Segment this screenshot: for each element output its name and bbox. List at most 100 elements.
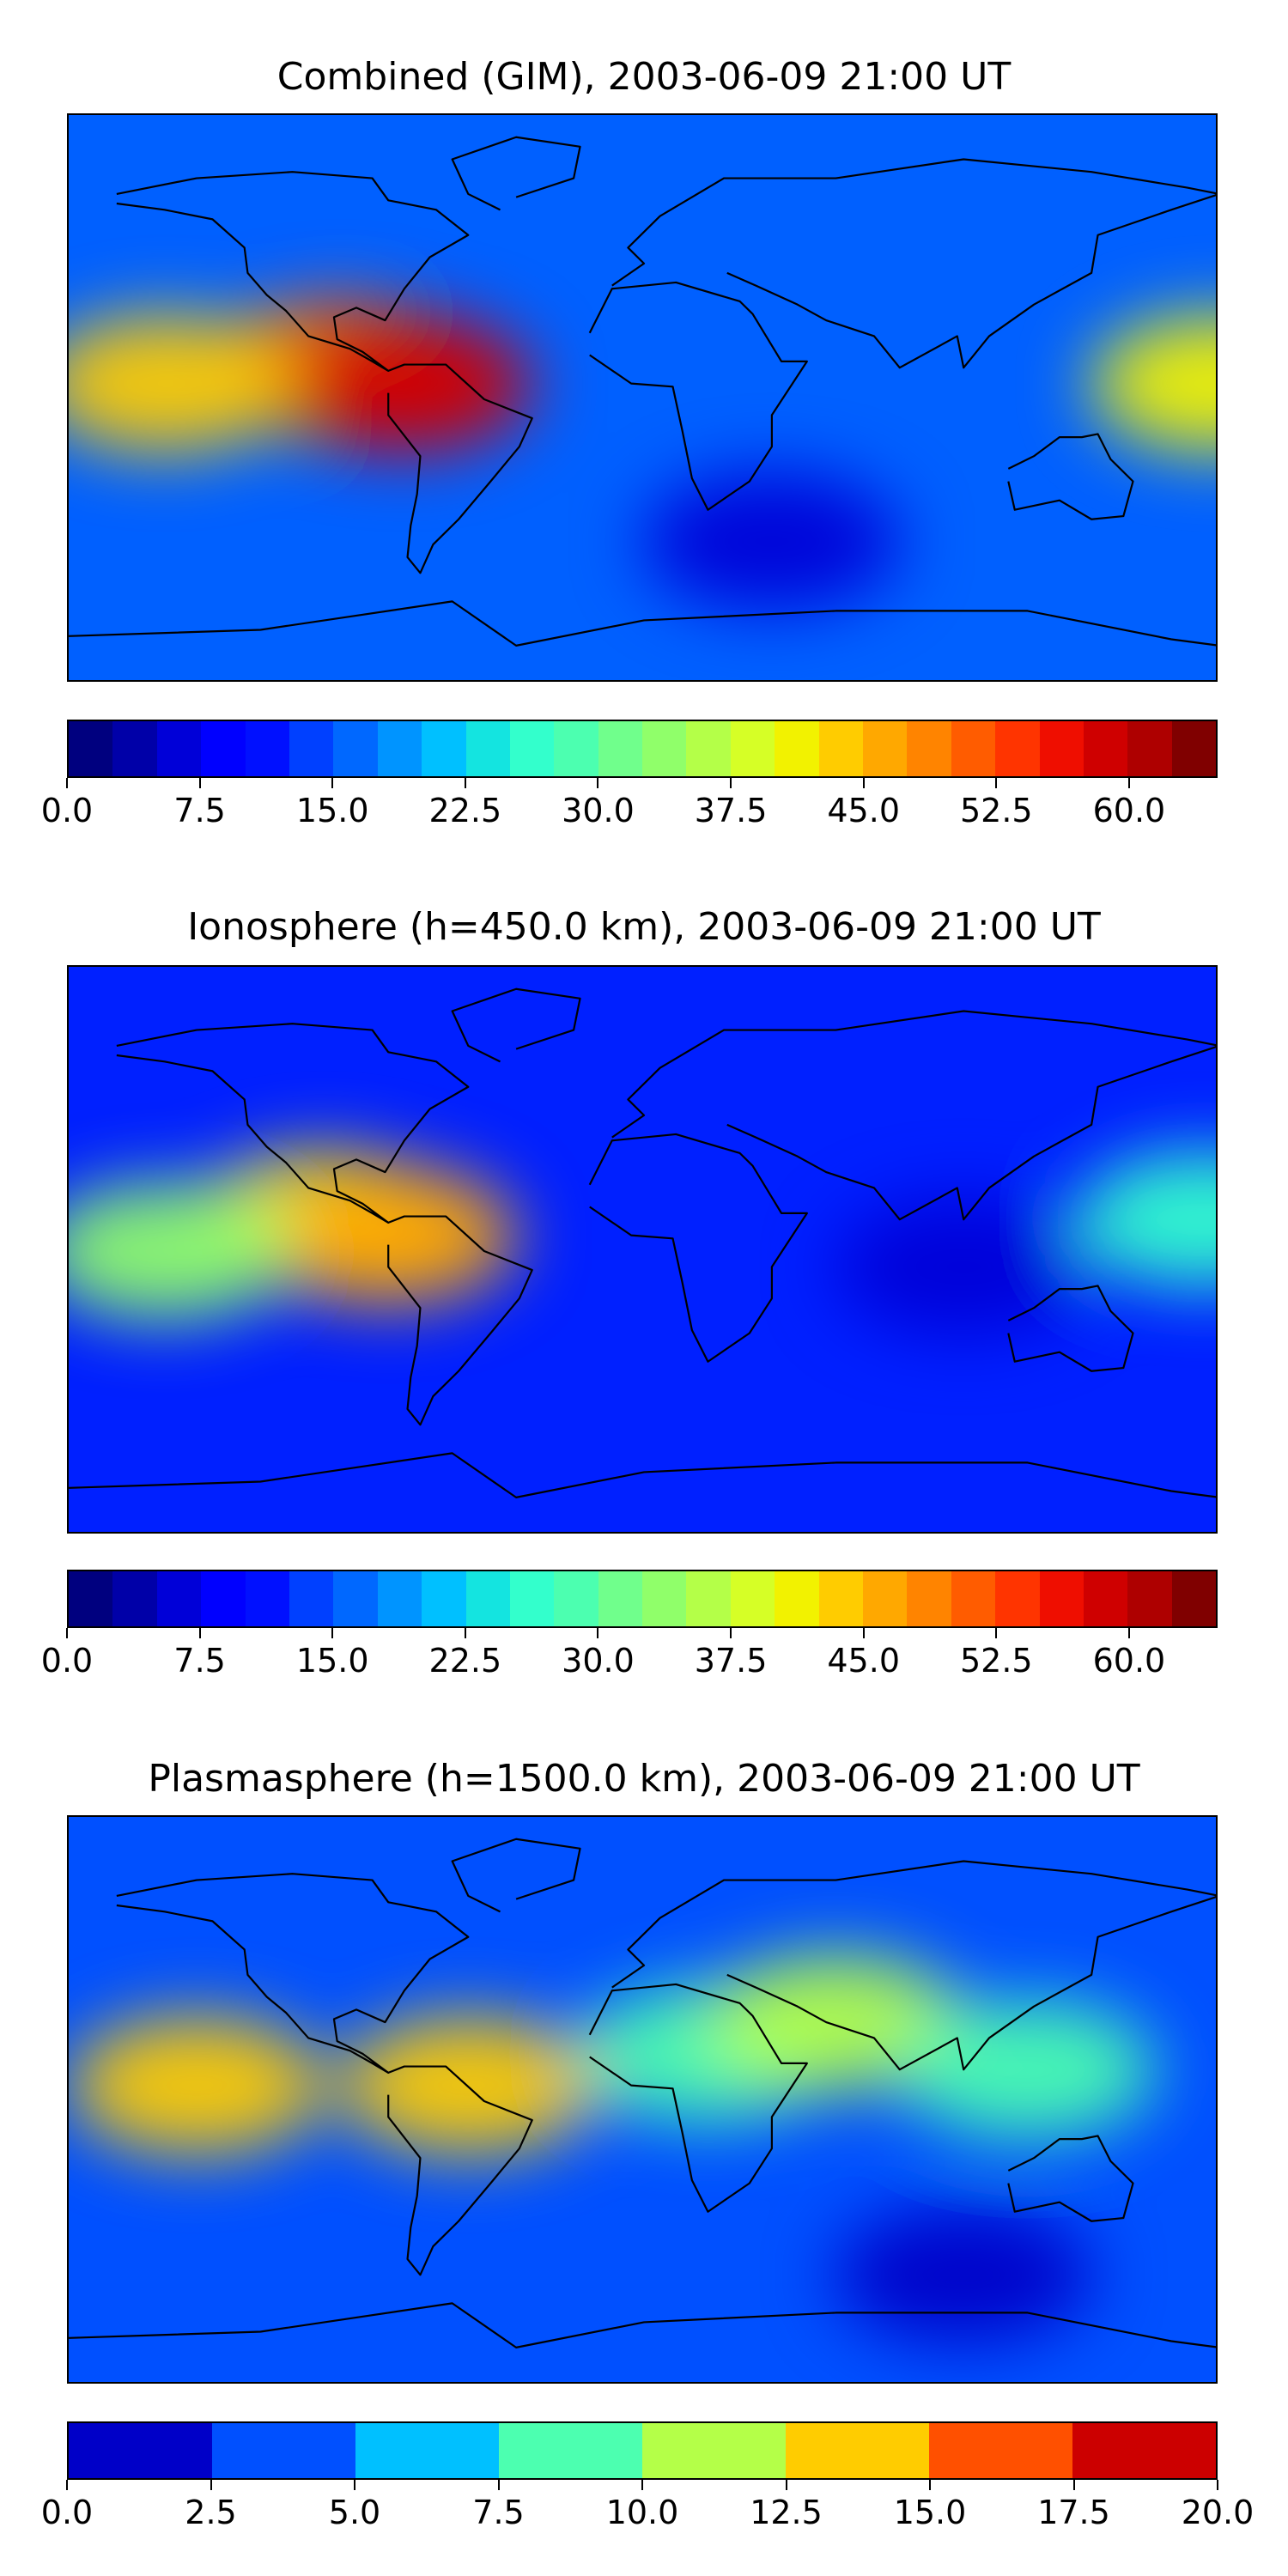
colorbar-tick bbox=[198, 778, 201, 788]
colorbar-tick bbox=[497, 2480, 500, 2490]
coastline-6 bbox=[451, 136, 581, 211]
heatmap-feature-6 bbox=[642, 472, 901, 611]
colorbar-tick bbox=[464, 1628, 466, 1638]
colorbar-cell bbox=[201, 1571, 246, 1626]
coastline-3 bbox=[588, 1983, 808, 2213]
colorbar-tick-label: 15.0 bbox=[295, 1642, 369, 1680]
panel-2-colorbar-ticks: 0.0 7.5 15.0 22.5 30.0 37.5 45.0 52.5 60.0 bbox=[41, 1628, 1218, 1680]
colorbar-cell bbox=[201, 721, 246, 776]
coastline-1 bbox=[116, 1873, 470, 2074]
coastline-2 bbox=[387, 2065, 533, 2276]
colorbar-tick bbox=[785, 2480, 787, 2490]
colorbar-tick bbox=[862, 1628, 865, 1638]
colorbar-tick-label: 17.5 bbox=[1037, 2494, 1110, 2531]
heatmap-feature-1 bbox=[69, 2016, 325, 2154]
panel-2-map bbox=[67, 965, 1218, 1534]
colorbar-cell bbox=[863, 1571, 908, 1626]
colorbar-cell bbox=[775, 721, 819, 776]
colorbar-tick-label: 12.5 bbox=[750, 2494, 823, 2531]
heatmap-feature-2 bbox=[259, 1166, 518, 1304]
colorbar-tick bbox=[198, 1628, 201, 1638]
heatmap-feature-6 bbox=[835, 2206, 1093, 2344]
colorbar-cell bbox=[642, 1571, 687, 1626]
colorbar-tick bbox=[597, 1628, 599, 1638]
colorbar-cell bbox=[686, 721, 731, 776]
colorbar-cell bbox=[598, 1571, 643, 1626]
coastline-5 bbox=[1007, 2135, 1134, 2222]
colorbar-cell bbox=[1039, 721, 1084, 776]
colorbar-cell bbox=[929, 2423, 1072, 2478]
coastline-3 bbox=[588, 1133, 808, 1363]
colorbar-cell bbox=[818, 1571, 864, 1626]
colorbar-tick-label: 22.5 bbox=[428, 792, 502, 829]
panel-1-heatmap bbox=[69, 115, 1216, 680]
colorbar-tick-label: 45.0 bbox=[827, 1642, 900, 1680]
colorbar-tick-label: 5.0 bbox=[328, 2494, 381, 2531]
colorbar-cell bbox=[1083, 1571, 1128, 1626]
panel-3-map bbox=[67, 1815, 1218, 2384]
colorbar-tick bbox=[1127, 778, 1130, 788]
colorbar-tick bbox=[1127, 1628, 1130, 1638]
colorbar-cell bbox=[509, 1571, 555, 1626]
colorbar-tick-label: 37.5 bbox=[694, 1642, 768, 1680]
colorbar-tick-label: 7.5 bbox=[173, 792, 226, 829]
coastline-2 bbox=[387, 1215, 533, 1426]
colorbar-cell bbox=[1072, 2423, 1216, 2478]
colorbar-cell bbox=[289, 1571, 334, 1626]
colorbar-tick-label: 60.0 bbox=[1092, 792, 1166, 829]
colorbar-tick bbox=[730, 778, 732, 788]
coastline-1 bbox=[116, 1023, 470, 1224]
colorbar-cell bbox=[465, 721, 510, 776]
colorbar-tick-label: 0.0 bbox=[40, 2494, 94, 2531]
colorbar-cell bbox=[422, 1571, 466, 1626]
colorbar-cell bbox=[995, 1571, 1040, 1626]
heatmap-feature-2 bbox=[339, 2016, 598, 2154]
heatmap-feature-4 bbox=[1074, 1151, 1216, 1289]
panel-1-title: Combined (GIM), 2003-06-09 21:00 UT bbox=[276, 55, 1012, 99]
colorbar-cell bbox=[818, 721, 864, 776]
colorbar-tick-label: 60.0 bbox=[1092, 1642, 1166, 1680]
colorbar-tick bbox=[210, 2480, 212, 2490]
colorbar-tick bbox=[929, 2480, 931, 2490]
coastline-1 bbox=[116, 171, 470, 372]
colorbar-cell bbox=[377, 721, 422, 776]
coastline-7 bbox=[69, 1452, 1216, 1498]
colorbar-cell bbox=[499, 2423, 642, 2478]
colorbar-cell bbox=[69, 1571, 113, 1626]
coastline-4 bbox=[611, 1010, 1216, 1221]
heatmap-feature-4 bbox=[707, 1953, 965, 2092]
colorbar-tick-label: 45.0 bbox=[827, 792, 900, 829]
colorbar-tick-label: 30.0 bbox=[562, 1642, 635, 1680]
heatmap-feature-5 bbox=[835, 1198, 1093, 1336]
colorbar-tick-label: 7.5 bbox=[173, 1642, 226, 1680]
colorbar-cell bbox=[1127, 721, 1172, 776]
colorbar-cell bbox=[775, 1571, 819, 1626]
coastline-6 bbox=[451, 1838, 581, 1913]
colorbar-cell bbox=[1171, 1571, 1217, 1626]
colorbar-tick bbox=[354, 2480, 355, 2490]
colorbar-cell bbox=[995, 721, 1040, 776]
colorbar-cell bbox=[289, 721, 334, 776]
panel-3-heatmap bbox=[69, 1817, 1216, 2382]
colorbar-tick bbox=[995, 778, 998, 788]
panel-3-title: Plasmasphere (h=1500.0 km), 2003-06-09 2… bbox=[148, 1757, 1140, 1801]
colorbar-tick-label: 2.5 bbox=[185, 2494, 237, 2531]
panel-1-colorbar-ticks: 0.0 7.5 15.0 22.5 30.0 37.5 45.0 52.5 60.0 bbox=[41, 778, 1218, 829]
colorbar-tick bbox=[597, 778, 599, 788]
colorbar-tick-label: 37.5 bbox=[694, 792, 768, 829]
coastline-4 bbox=[611, 158, 1216, 369]
colorbar-tick bbox=[995, 1628, 998, 1638]
colorbar-cell bbox=[156, 1571, 202, 1626]
coastline-7 bbox=[69, 600, 1216, 647]
colorbar-cell bbox=[245, 721, 289, 776]
colorbar-cell bbox=[1171, 721, 1217, 776]
colorbar-tick bbox=[66, 2480, 68, 2490]
colorbar-cell bbox=[863, 721, 908, 776]
heatmap-feature-3 bbox=[275, 314, 533, 453]
colorbar-tick-label: 15.0 bbox=[893, 2494, 967, 2531]
colorbar-cell bbox=[156, 721, 202, 776]
colorbar-cell bbox=[422, 721, 466, 776]
colorbar-cell bbox=[642, 2423, 786, 2478]
colorbar-cell bbox=[245, 1571, 289, 1626]
colorbar-tick-label: 22.5 bbox=[428, 1642, 502, 1680]
